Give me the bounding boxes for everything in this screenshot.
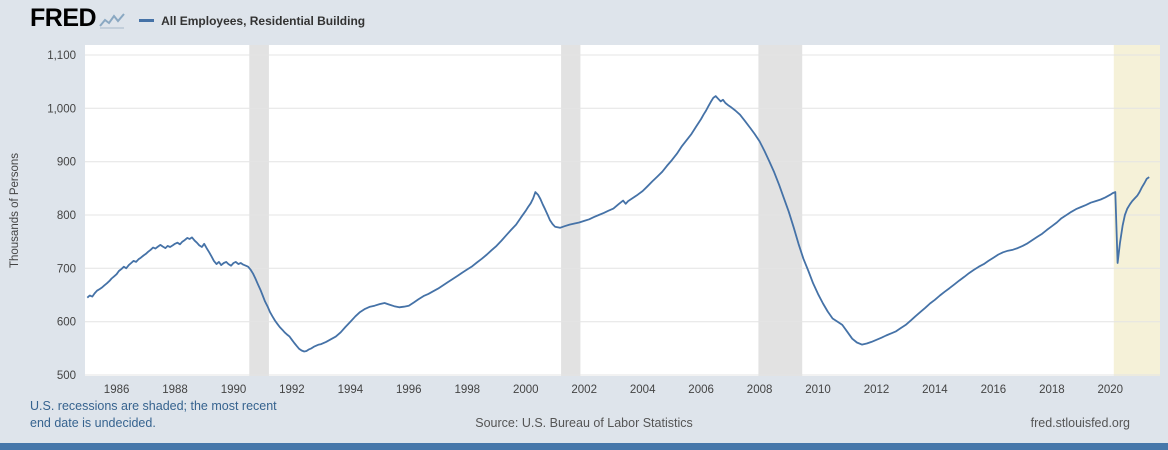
recession-band	[561, 45, 581, 376]
recession-note-line1: U.S. recessions are shaded; the most rec…	[30, 399, 277, 413]
x-tick-label: 2002	[571, 384, 597, 396]
y-tick-label: 800	[57, 210, 76, 222]
recession-note-link[interactable]: U.S. recessions are shaded; the most rec…	[30, 398, 277, 431]
x-tick-label: 1990	[221, 384, 247, 396]
x-tick-label: 1988	[162, 384, 188, 396]
y-tick-label: 1,000	[47, 103, 76, 115]
fred-sparkline-icon	[99, 13, 125, 29]
x-tick-label: 2010	[805, 384, 831, 396]
y-tick-label: 1,100	[47, 50, 76, 62]
source-attribution: Source: U.S. Bureau of Labor Statistics	[475, 416, 693, 430]
x-tick-label: 2006	[688, 384, 714, 396]
chart-header: FRED All Employees, Residential Building	[30, 6, 365, 31]
data-line	[86, 95, 1150, 353]
x-tick-label: 2000	[513, 384, 539, 396]
y-axis-title: Thousands of Persons	[9, 153, 21, 268]
x-tick-label: 2012	[864, 384, 890, 396]
bottom-accent-bar	[0, 443, 1168, 450]
x-tick-label: 2018	[1039, 384, 1065, 396]
recession-band	[249, 45, 269, 376]
x-tick-label: 2020	[1098, 384, 1124, 396]
fred-logo-text: FRED	[30, 4, 97, 32]
x-tick-label: 2008	[747, 384, 773, 396]
chart-legend: All Employees, Residential Building	[139, 14, 365, 28]
x-tick-label: 1994	[338, 384, 364, 396]
x-tick-label: 2014	[922, 384, 948, 396]
legend-series-label: All Employees, Residential Building	[161, 13, 366, 28]
y-tick-label: 500	[57, 370, 76, 382]
x-tick-label: 1998	[455, 384, 481, 396]
x-tick-label: 1992	[279, 384, 305, 396]
y-tick-label: 700	[57, 263, 76, 275]
y-tick-label: 600	[57, 317, 76, 329]
x-tick-label: 2004	[630, 384, 656, 396]
recession-band	[758, 45, 803, 376]
x-tick-label: 2016	[981, 384, 1007, 396]
fred-logo[interactable]: FRED	[30, 6, 125, 31]
legend-line-swatch	[139, 19, 155, 22]
y-tick-label: 900	[57, 157, 76, 169]
recession-note-line2: end date is undecided.	[30, 415, 156, 430]
recession-band	[1113, 45, 1160, 376]
plot-background	[85, 45, 1160, 376]
x-tick-label: 1996	[396, 384, 422, 396]
x-tick-label: 1986	[104, 384, 130, 396]
fred-site-link[interactable]: fred.stlouisfed.org	[1030, 416, 1130, 430]
